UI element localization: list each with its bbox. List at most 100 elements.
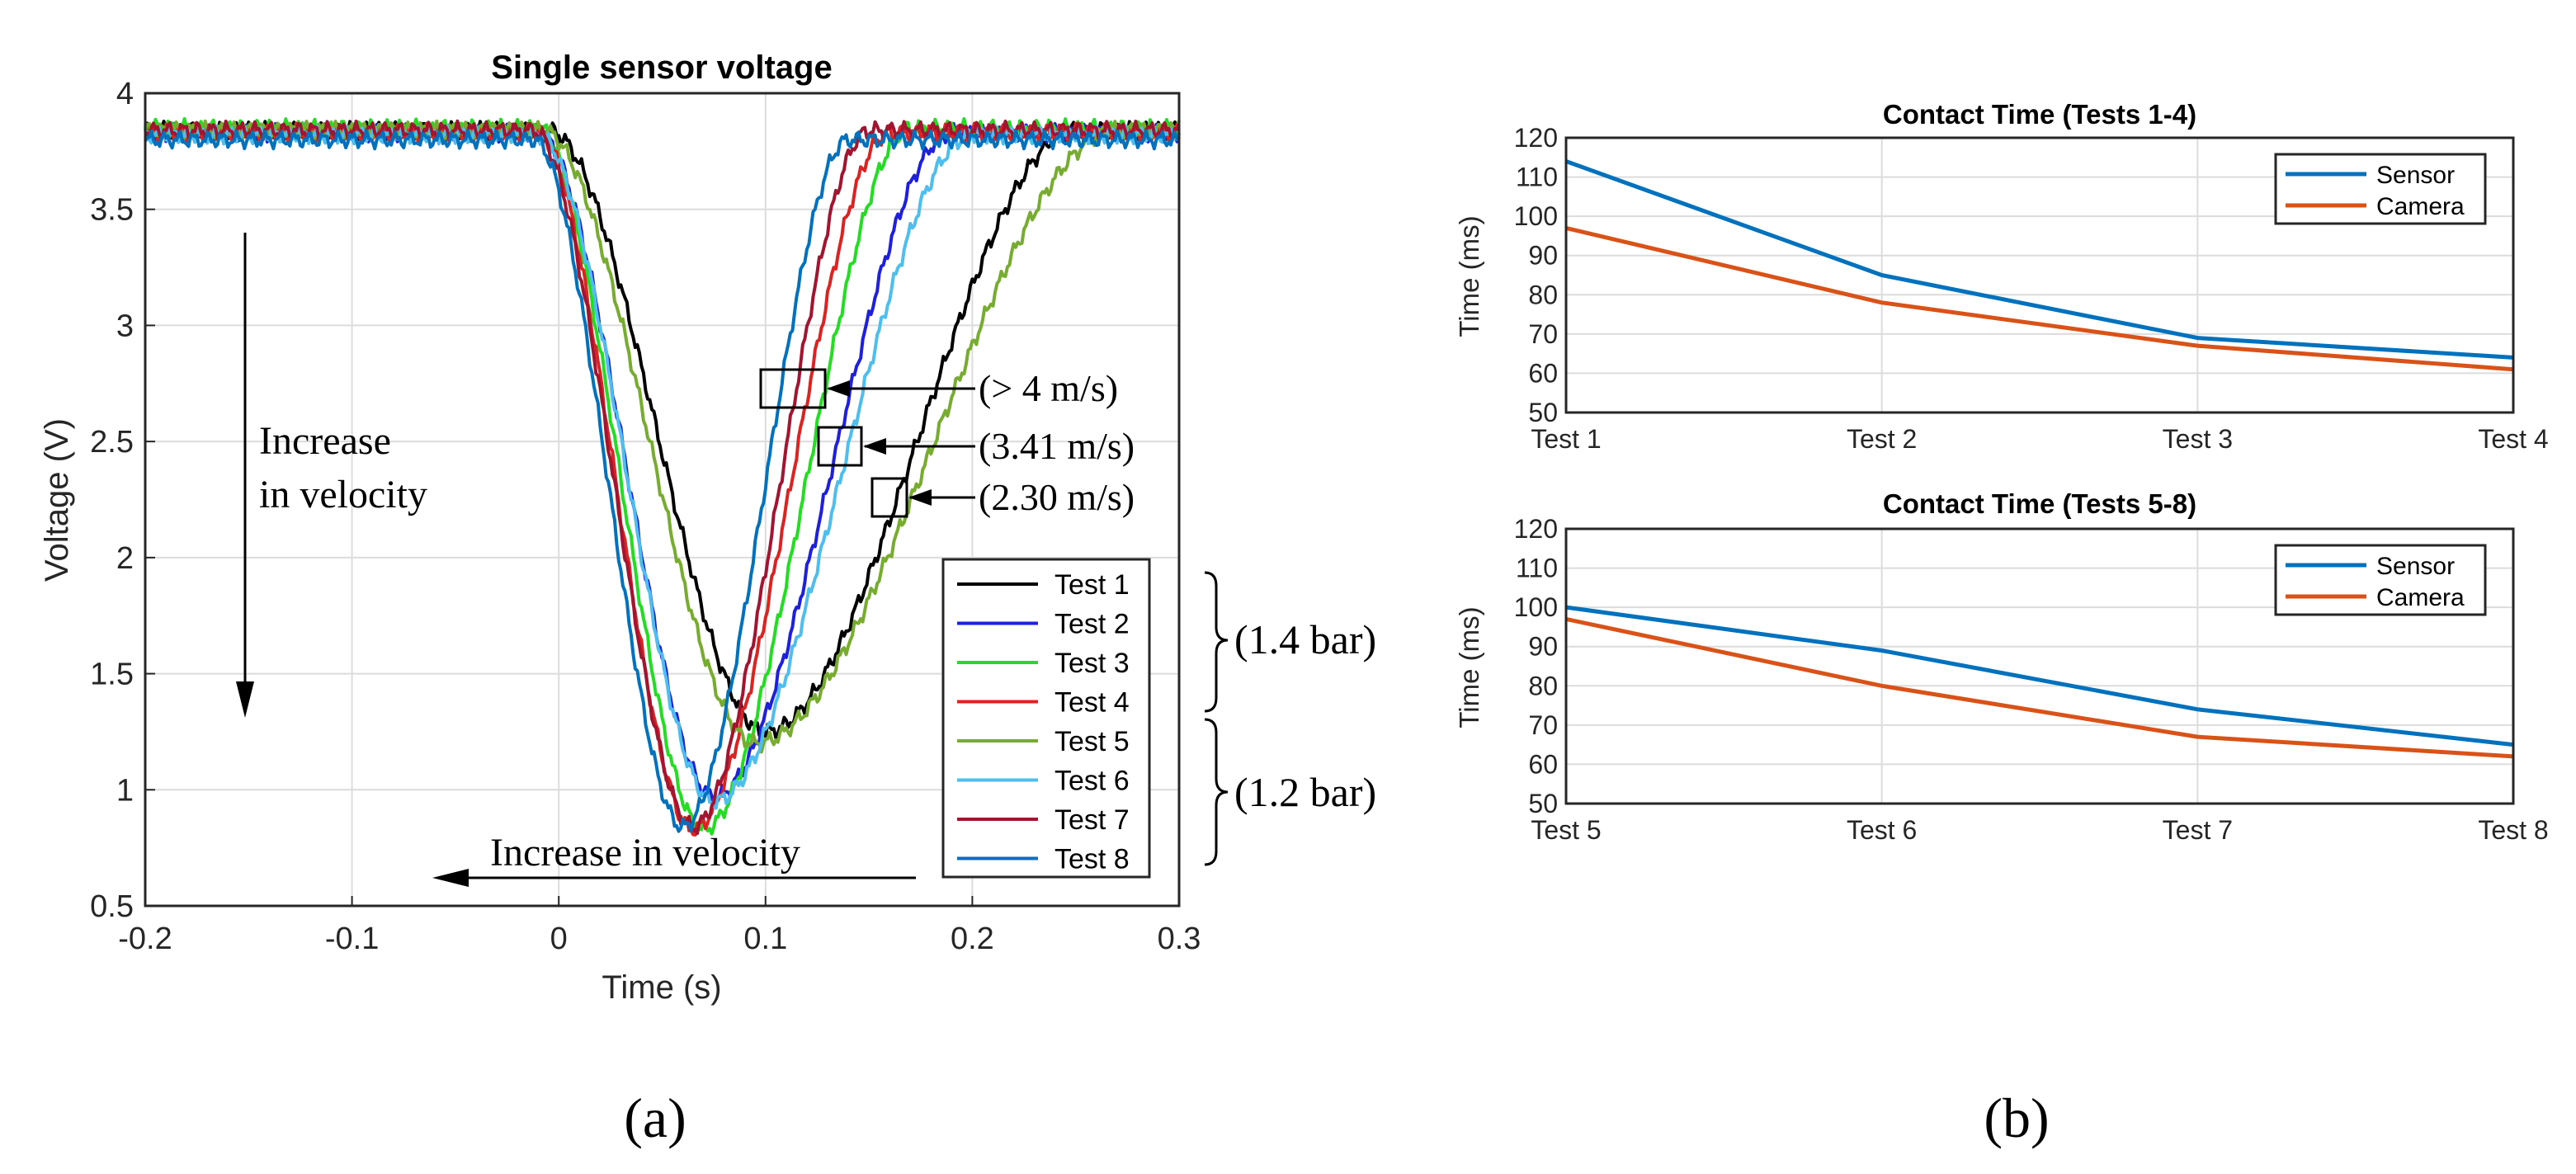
legend-label: Test 1 — [1054, 569, 1130, 601]
y-tick-label: 100 — [1514, 592, 1558, 622]
panel-label-a: (a) — [624, 1087, 686, 1149]
y-tick-label: 80 — [1528, 671, 1558, 700]
pressure-braces: (1.4 bar) (1.2 bar) — [1204, 571, 1376, 866]
brace-1-4bar — [1204, 571, 1229, 713]
legend-label: Camera — [2376, 584, 2465, 611]
legend-label: Sensor — [2376, 553, 2455, 580]
voltage-chart-y-label: Voltage (V) — [39, 418, 75, 582]
y-tick-label: 3 — [116, 309, 134, 343]
x-tick-label: -0.2 — [118, 922, 172, 956]
contact-time-5-8-y-label: Time (ms) — [1454, 606, 1484, 728]
contact-time-1-4-ticks: 50 60 70 80 90 100 110 120 Test 1 Test 2 Test 3 Tes… — [1514, 123, 2549, 454]
contact-time-chart-tests-1-4: Contact Time (Tests 1-4) Time (ms) 50 60 7… — [1454, 99, 2549, 454]
legend-label: Test 7 — [1054, 804, 1130, 836]
contact-time-1-4-title: Contact Time (Tests 1-4) — [1883, 99, 2196, 130]
voltage-series-line — [144, 119, 1181, 836]
callout-box-230ms — [870, 477, 908, 518]
contact-time-1-4-legend: Sensor Camera — [2274, 153, 2487, 225]
y-tick-label: 100 — [1514, 201, 1558, 231]
contact-time-5-8-title: Contact Time (Tests 5-8) — [1883, 488, 2196, 519]
voltage-chart-title: Single sensor voltage — [491, 50, 832, 86]
legend-box — [2274, 153, 2487, 225]
contact-time-chart-tests-5-8: Contact Time (Tests 5-8) Time (ms) 50 60 7… — [1454, 488, 2549, 845]
y-tick-label: 0.5 — [90, 889, 134, 924]
y-tick-label: 3.5 — [90, 193, 134, 228]
x-tick-label: 0.1 — [743, 922, 787, 956]
legend-label: Camera — [2376, 193, 2465, 220]
x-tick-label: Test 4 — [2478, 424, 2548, 454]
callout-box-341ms — [817, 426, 863, 467]
contact-time-5-8-ticks: 50 60 70 80 90 100 110 120 Test 5 Test 6 Test 7 Tes… — [1514, 514, 2549, 845]
x-tick-label: Test 6 — [1847, 815, 1917, 845]
y-tick-label: 2.5 — [90, 425, 134, 460]
contact-time-1-4-y-label: Time (ms) — [1454, 215, 1484, 337]
contact-time-series-line — [1565, 159, 2514, 360]
legend-label: Test 3 — [1054, 648, 1130, 679]
vertical-trend-arrowhead — [236, 681, 254, 718]
contact-time-1-4-series — [1565, 159, 2514, 372]
vertical-trend-label-line2: in velocity — [259, 473, 427, 516]
x-tick-label: 0.3 — [1158, 922, 1201, 956]
voltage-chart-x-label: Time (s) — [602, 969, 721, 1006]
velocity-trend-vertical: Increase in velocity — [236, 233, 427, 718]
voltage-chart: Single sensor voltage -0.2 -0.1 0 0.1 0.2 0.3… — [39, 50, 1376, 1006]
x-tick-label: -0.1 — [325, 922, 379, 956]
legend-box — [2274, 544, 2487, 616]
x-tick-label: 0.2 — [951, 922, 994, 956]
legend-label: Sensor — [2376, 162, 2455, 189]
velocity-trend-horizontal: Increase in velocity — [432, 831, 916, 887]
y-tick-label: 80 — [1528, 280, 1558, 309]
y-tick-label: 110 — [1516, 554, 1558, 583]
pressure-label-1-2bar: (1.2 bar) — [1234, 769, 1376, 815]
legend-label: Test 8 — [1054, 844, 1130, 875]
callout-arrowhead-230ms — [908, 489, 932, 506]
contact-time-series-line — [1565, 225, 2514, 372]
legend-label: Test 4 — [1054, 687, 1130, 719]
x-tick-label: Test 5 — [1531, 815, 1601, 845]
x-tick-label: Test 3 — [2163, 424, 2233, 454]
x-tick-label: Test 2 — [1847, 424, 1917, 454]
y-tick-label: 1.5 — [90, 658, 134, 692]
y-tick-label: 120 — [1514, 123, 1558, 153]
vertical-trend-label-line1: Increase — [259, 419, 391, 463]
y-tick-label: 4 — [116, 77, 134, 111]
legend-entries: Sensor Camera — [2286, 162, 2465, 220]
legend-label: Test 6 — [1054, 766, 1130, 797]
velocity-label-230ms: (2.30 m/s) — [979, 476, 1135, 518]
voltage-chart-series — [144, 117, 1181, 837]
y-tick-label: 2 — [116, 541, 134, 576]
legend-label: Test 5 — [1054, 726, 1130, 757]
contact-time-1-4-axes-box — [1564, 136, 2515, 414]
legend-entries: Sensor Camera — [2286, 553, 2465, 611]
velocity-callouts: (> 4 m/s) (3.41 m/s) (2.30 m/s) — [759, 367, 1135, 518]
legend-box — [941, 558, 1151, 879]
x-tick-label: Test 8 — [2478, 815, 2548, 845]
y-tick-label: 50 — [1528, 789, 1558, 818]
contact-time-5-8-legend: Sensor Camera — [2274, 544, 2487, 616]
contact-time-series-line — [1565, 616, 2514, 759]
y-tick-label: 90 — [1528, 241, 1558, 271]
callout-arrowhead-341ms — [863, 438, 886, 455]
legend-entries: Test 1 Test 2 Test 3 Test 4 Test 5 Test 6 Test… — [957, 569, 1130, 875]
y-tick-label: 70 — [1528, 319, 1558, 349]
y-tick-label: 120 — [1514, 514, 1558, 544]
voltage-chart-ticks: -0.2 -0.1 0 0.1 0.2 0.3 0.5 1 1.5 2 2.5 3 3.5 4 — [90, 77, 1201, 956]
y-tick-label: 60 — [1528, 358, 1558, 388]
horizontal-trend-label: Increase in velocity — [490, 831, 800, 875]
x-tick-label: 0 — [550, 922, 568, 956]
horizontal-trend-arrowhead — [432, 869, 469, 887]
panel-label-b: (b) — [1984, 1087, 2049, 1149]
contact-time-5-8-series — [1565, 605, 2514, 759]
y-tick-label: 90 — [1528, 632, 1558, 662]
y-tick-label: 60 — [1528, 749, 1558, 779]
voltage-chart-legend: Test 1 Test 2 Test 3 Test 4 Test 5 Test 6 Test… — [941, 558, 1151, 879]
velocity-label-341ms: (3.41 m/s) — [979, 425, 1135, 467]
contact-time-5-8-axes-box — [1564, 527, 2515, 805]
callout-arrowhead-4ms — [827, 380, 850, 397]
pressure-label-1-4bar: (1.4 bar) — [1234, 616, 1376, 662]
voltage-chart-axes-box — [144, 92, 1181, 908]
contact-time-series-line — [1565, 605, 2514, 747]
x-tick-label: Test 7 — [2163, 815, 2233, 845]
legend-label: Test 2 — [1054, 609, 1130, 640]
